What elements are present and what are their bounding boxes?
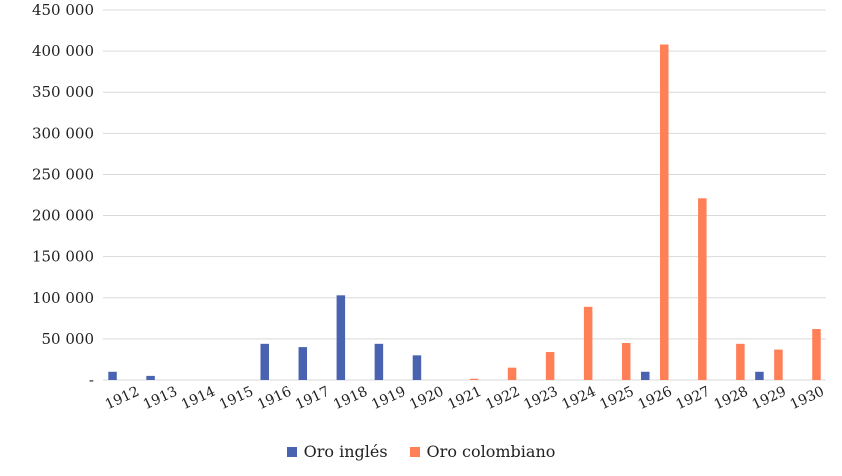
x-tick-label: 1912 [103, 384, 142, 414]
x-tick-label: 1924 [559, 384, 598, 414]
legend-label-oro-colombiano: Oro colombiano [426, 442, 556, 461]
bar-oro-ingles-1919 [374, 343, 384, 380]
legend-swatch-oro-ingles [286, 446, 297, 457]
x-tick-label: 1913 [141, 384, 180, 414]
x-tick-label: 1927 [674, 384, 713, 414]
x-tick-label: 1923 [521, 384, 560, 414]
y-tick-label: 300 000 [32, 124, 94, 142]
y-tick-label: - [89, 371, 94, 389]
bar-oro-ingles-1920 [412, 355, 422, 380]
bar-oro-colombiano-1929 [774, 349, 783, 380]
y-tick-label: 450 000 [32, 1, 94, 19]
y-tick-label: 150 000 [32, 248, 94, 266]
bar-oro-ingles-1916 [260, 343, 269, 380]
x-tick-label: 1915 [217, 384, 256, 414]
x-tick-label: 1917 [293, 384, 332, 414]
y-tick-label: 100 000 [32, 289, 94, 307]
bar-oro-ingles-1929 [755, 371, 764, 380]
legend: Oro inglés Oro colombiano [0, 442, 842, 461]
bar-oro-ingles-1918 [336, 295, 346, 380]
legend-item-oro-colombiano: Oro colombiano [409, 442, 556, 461]
x-tick-label: 1914 [179, 384, 218, 414]
y-axis-ticks: - 50 000 100 000 150 000 200 000 250 000 300 0… [32, 1, 94, 389]
x-tick-label: 1929 [750, 384, 789, 414]
bars [108, 44, 821, 381]
bar-oro-colombiano-1925 [621, 343, 631, 380]
bar-oro-ingles-1912 [108, 371, 117, 380]
grid-lines [103, 9, 826, 381]
y-tick-label: 200 000 [32, 207, 94, 225]
x-tick-label: 1916 [255, 384, 294, 414]
x-tick-label: 1922 [483, 384, 522, 414]
x-axis-ticks: 1912191319141915191619171918191919201921… [103, 384, 827, 414]
bar-oro-colombiano-1926 [660, 44, 669, 381]
x-tick-label: 1919 [369, 384, 408, 414]
bar-oro-ingles-1913 [146, 375, 155, 380]
bar-oro-ingles-1917 [298, 347, 308, 380]
y-tick-label: 400 000 [32, 42, 94, 60]
y-tick-label: 250 000 [32, 165, 94, 183]
bar-oro-colombiano-1928 [736, 343, 745, 380]
bar-oro-colombiano-1927 [698, 198, 707, 380]
x-tick-label: 1928 [712, 384, 751, 414]
x-tick-label: 1930 [788, 384, 827, 414]
x-tick-label: 1920 [407, 384, 446, 414]
bar-oro-ingles-1926 [641, 371, 650, 380]
legend-label-oro-ingles: Oro inglés [303, 442, 388, 461]
legend-swatch-oro-colombiano [409, 446, 420, 457]
y-tick-label: 50 000 [42, 330, 95, 348]
x-tick-label: 1926 [636, 384, 675, 414]
x-tick-label: 1918 [331, 384, 370, 414]
x-tick-label: 1921 [445, 384, 484, 414]
bar-oro-colombiano-1921 [469, 378, 479, 380]
bar-oro-colombiano-1922 [507, 367, 517, 380]
bar-oro-colombiano-1923 [545, 352, 555, 380]
x-tick-label: 1925 [597, 384, 636, 414]
legend-item-oro-ingles: Oro inglés [286, 442, 388, 461]
bar-oro-colombiano-1930 [812, 329, 821, 380]
y-tick-label: 350 000 [32, 83, 94, 101]
bar-oro-colombiano-1924 [583, 306, 593, 380]
bar-chart: - 50 000 100 000 150 000 200 000 250 000 300 0… [32, 1, 827, 414]
